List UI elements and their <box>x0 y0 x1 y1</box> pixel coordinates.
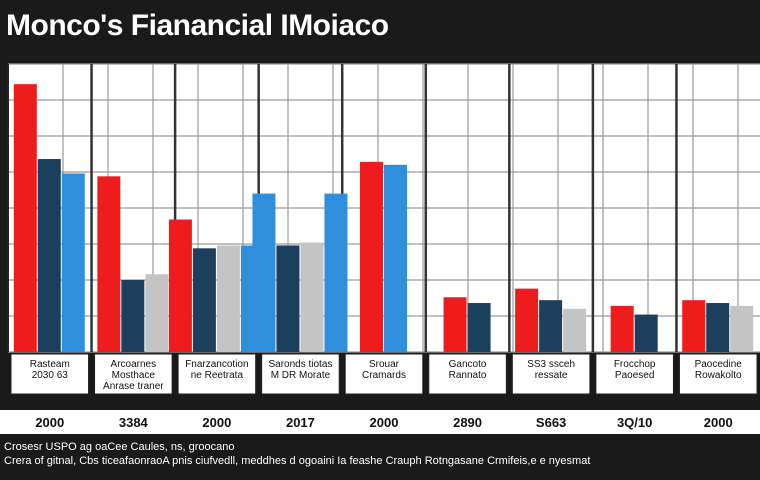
category-label-box <box>511 353 591 395</box>
year-label: 2000 <box>370 415 399 430</box>
category-label: SS3 ssceh <box>527 359 575 370</box>
footnote-line: Crosesr USPO ag oaCee Caules, ns, grooca… <box>4 441 235 453</box>
bar <box>252 193 276 352</box>
bar <box>37 159 61 352</box>
category-label: M DR Morate <box>271 370 331 381</box>
bar <box>539 300 563 352</box>
chart-title: Monco's Fianancial IMoiaco <box>6 9 389 42</box>
bar <box>121 280 145 352</box>
category-label: Saronds tiotas <box>268 359 332 370</box>
bar <box>276 245 300 352</box>
bar <box>467 303 491 352</box>
category-label: Rannato <box>449 370 487 381</box>
year-label: 2000 <box>704 415 733 430</box>
footnote-line: Crera of gitnal, Cbs ticeafaonraoA pnis … <box>4 455 591 467</box>
bar <box>192 248 216 352</box>
category-label: ressate <box>535 370 568 381</box>
bars <box>13 84 754 352</box>
category-label-box <box>177 353 257 395</box>
category-label-box <box>261 353 340 395</box>
category-label: Anrase traner <box>103 381 164 392</box>
category-label: Fnarzancotion <box>185 359 248 370</box>
bar <box>216 245 240 352</box>
category-label-box <box>595 353 674 395</box>
year-label: S663 <box>536 415 566 430</box>
category-label-box <box>678 353 758 395</box>
year-label: 2017 <box>286 415 315 430</box>
category-label: ne Reetrata <box>191 370 244 381</box>
bar <box>300 242 324 352</box>
bar <box>730 305 754 352</box>
category-label-box <box>10 353 90 395</box>
bar <box>97 176 121 352</box>
year-labels: 2000 3384 2000 2017 2000 2890 S663 3Q/10 2000 <box>0 410 760 434</box>
category-label-box <box>344 353 424 395</box>
category-label: Frocchop <box>614 359 656 370</box>
year-band <box>0 410 760 434</box>
category-label: Cramards <box>362 370 406 381</box>
category-label: Paoesed <box>615 370 654 381</box>
category-label: Rasteam <box>30 359 70 370</box>
bar <box>168 219 192 352</box>
category-label: Mosthace <box>112 370 156 381</box>
bar <box>515 288 539 352</box>
bar <box>706 303 730 352</box>
category-label: 2030 63 <box>32 370 69 381</box>
bar <box>61 173 85 352</box>
year-label: 3384 <box>119 415 149 430</box>
bar <box>360 161 383 352</box>
year-label: 2000 <box>202 415 231 430</box>
bar <box>384 164 407 352</box>
bar <box>324 193 348 352</box>
bar <box>610 305 634 352</box>
bar <box>443 297 467 352</box>
year-label: 2000 <box>35 415 64 430</box>
bar <box>13 84 37 352</box>
bar <box>563 308 587 352</box>
category-label-box <box>94 353 173 395</box>
year-label: 2890 <box>453 415 482 430</box>
category-label: Paocedine <box>695 359 743 370</box>
category-label: Rowakolto <box>695 370 742 381</box>
bar <box>634 314 658 352</box>
footnotes: Crosesr USPO ag oaCee Caules, ns, grooca… <box>4 440 756 468</box>
category-label: Srouar <box>369 359 400 370</box>
category-label-box <box>428 353 507 395</box>
bar <box>682 300 706 352</box>
bar <box>145 274 169 352</box>
year-label: 3Q/10 <box>617 415 652 430</box>
category-label: Arcoarnes <box>111 359 157 370</box>
category-label: Gancoto <box>449 359 487 370</box>
